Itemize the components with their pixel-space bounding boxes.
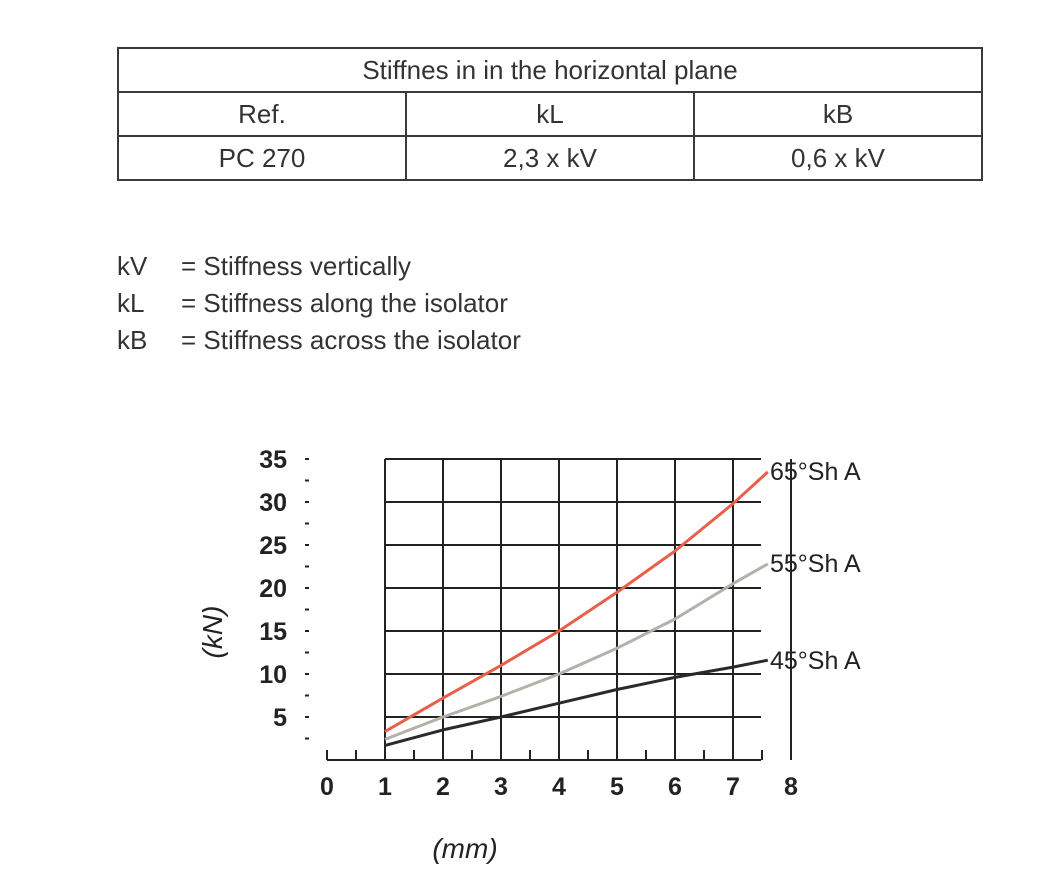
x-tick-label: 4 [552,773,566,801]
series-line [384,470,769,733]
table-header-cell: Ref. [117,91,407,137]
stiffness-table: Stiffnes in in the horizontal plane Ref.… [117,47,983,181]
y-tick-label: 25 [259,532,287,560]
table-row: PC 270 2,3 x kV 0,6 x kV [117,135,983,181]
x-tick-label: 7 [726,773,740,801]
x-tick-label: 6 [668,773,682,801]
y-tick-label: 20 [259,575,287,603]
legend-item: kB = Stiffness across the isolator [117,322,521,359]
table-cell: PC 270 [117,135,407,181]
table-cell: 2,3 x kV [405,135,695,181]
table-header-row: Ref. kL kB [117,91,983,137]
series-line [384,658,769,747]
series-line [384,562,769,741]
x-tick-label: 2 [436,773,450,801]
table-title: Stiffnes in in the horizontal plane [117,47,983,93]
definitions-legend: kV = Stiffness vertically kL = Stiffness a… [117,248,521,359]
y-tick-label: 30 [259,489,287,517]
x-axis-title: (mm) [432,833,497,864]
y-tick-label: 35 [259,446,287,474]
legend-key: kV [117,251,148,281]
x-tick-label: 1 [378,773,392,801]
legend-key: kB [117,325,148,355]
legend-text: = Stiffness across the isolator [181,325,521,355]
x-tick-label: 8 [784,773,798,801]
legend-text: = Stiffness vertically [181,251,412,281]
y-tick-label: 15 [259,618,287,646]
series-label: 55°Sh A [770,550,861,578]
series-label: 45°Sh A [770,647,861,675]
table-header-cell: kL [405,91,695,137]
x-tick-label: 5 [610,773,624,801]
y-axis-title: (kN) [197,606,228,659]
legend-item: kL = Stiffness along the isolator [117,285,521,322]
legend-item: kV = Stiffness vertically [117,248,521,285]
x-tick-label: 0 [320,773,334,801]
legend-text: = Stiffness along the isolator [181,288,508,318]
y-tick-label: 5 [273,704,287,732]
table-cell: 0,6 x kV [693,135,983,181]
series-label: 65°Sh A [770,458,861,486]
y-tick-label: 10 [259,661,287,689]
table-header-cell: kB [693,91,983,137]
legend-key: kL [117,288,145,318]
x-tick-label: 3 [494,773,508,801]
